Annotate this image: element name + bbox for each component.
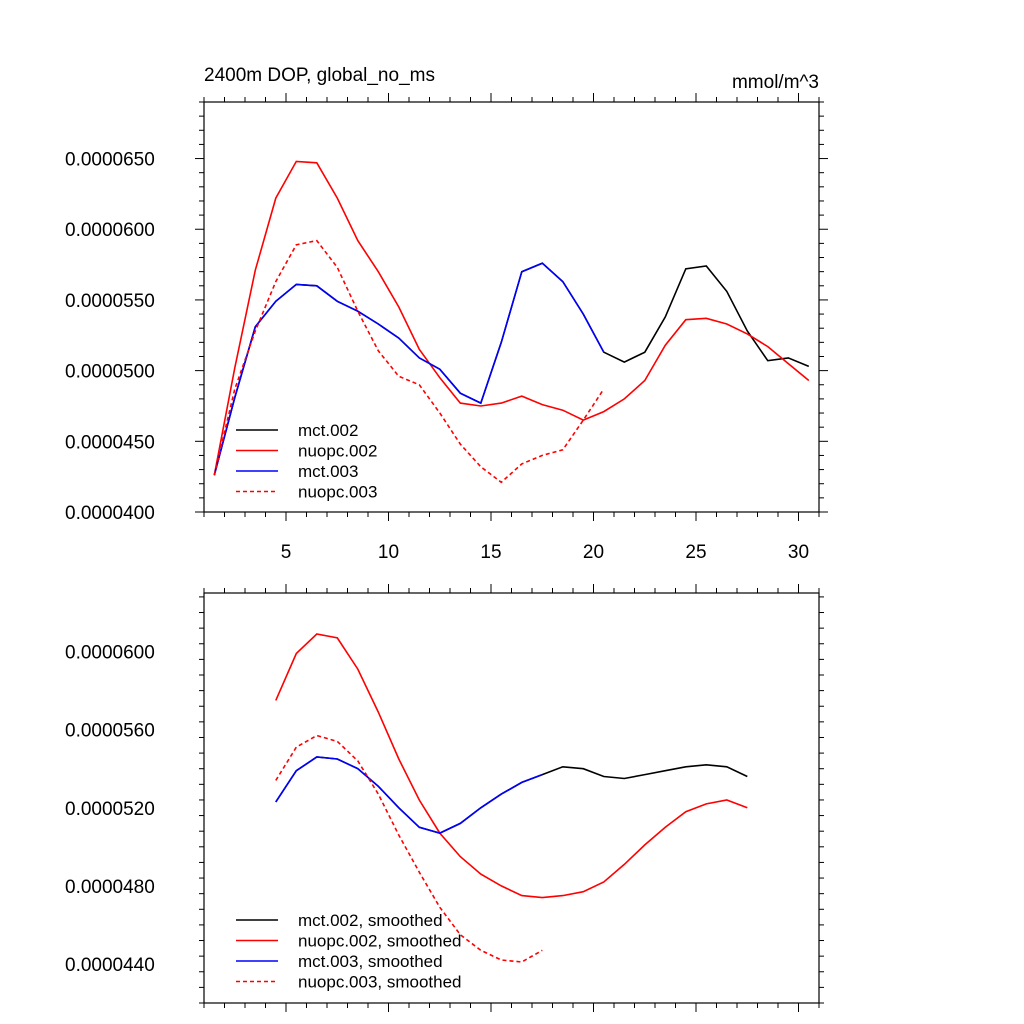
x-tick-label: 10	[378, 542, 399, 563]
y-tick-label: 0.0000600	[65, 643, 155, 664]
x-tick-label: 15	[480, 542, 501, 563]
chart-panel-1: 5 10 15 20 25 30 0.0000400 0.0000450 0.0000500 0.…	[65, 65, 828, 563]
x-tick-label: 25	[685, 542, 706, 563]
series-line-2	[213, 160, 810, 476]
y-tick-label: 0.0000550	[65, 291, 155, 312]
y-tick-label: 0.0000500	[65, 362, 155, 383]
y-tick-label: 0.0000400	[65, 503, 155, 524]
units-label: mmol/m^3	[732, 72, 819, 93]
y-tick-label: 0.0000650	[65, 150, 155, 171]
series-line-4	[213, 239, 605, 484]
x-tick-label: 30	[788, 542, 809, 563]
legend-label: nuopc.002, smoothed	[298, 932, 462, 951]
y-tick-label: 0.0000560	[65, 721, 155, 742]
chart-panel-2: 0.0000440 0.0000480 0.0000520 0.0000560 0.00…	[65, 584, 824, 1012]
series-line-3	[275, 756, 543, 834]
x-tick-label: 20	[583, 542, 604, 563]
y-tick-label: 0.0000480	[65, 877, 155, 898]
series-line-1	[275, 756, 748, 834]
legend-label: mct.003	[298, 462, 358, 481]
legend-label: mct.002, smoothed	[298, 911, 443, 930]
legend-label: nuopc.003, smoothed	[298, 973, 462, 992]
legend-label: mct.003, smoothed	[298, 952, 443, 971]
y-tick-label: 0.0000520	[65, 799, 155, 820]
legend-label: nuopc.002	[298, 442, 377, 461]
chart-title: 2400m DOP, global_no_ms	[204, 65, 435, 86]
y-tick-label: 0.0000600	[65, 220, 155, 241]
legend-label: nuopc.003	[298, 483, 377, 502]
series-line-3	[213, 262, 605, 476]
y-tick-label: 0.0000440	[65, 955, 155, 976]
series-line-2	[275, 633, 748, 899]
legend-label: mct.002	[298, 421, 358, 440]
x-tick-label: 5	[281, 542, 292, 563]
series-line-4	[275, 734, 543, 963]
y-tick-label: 0.0000450	[65, 432, 155, 453]
